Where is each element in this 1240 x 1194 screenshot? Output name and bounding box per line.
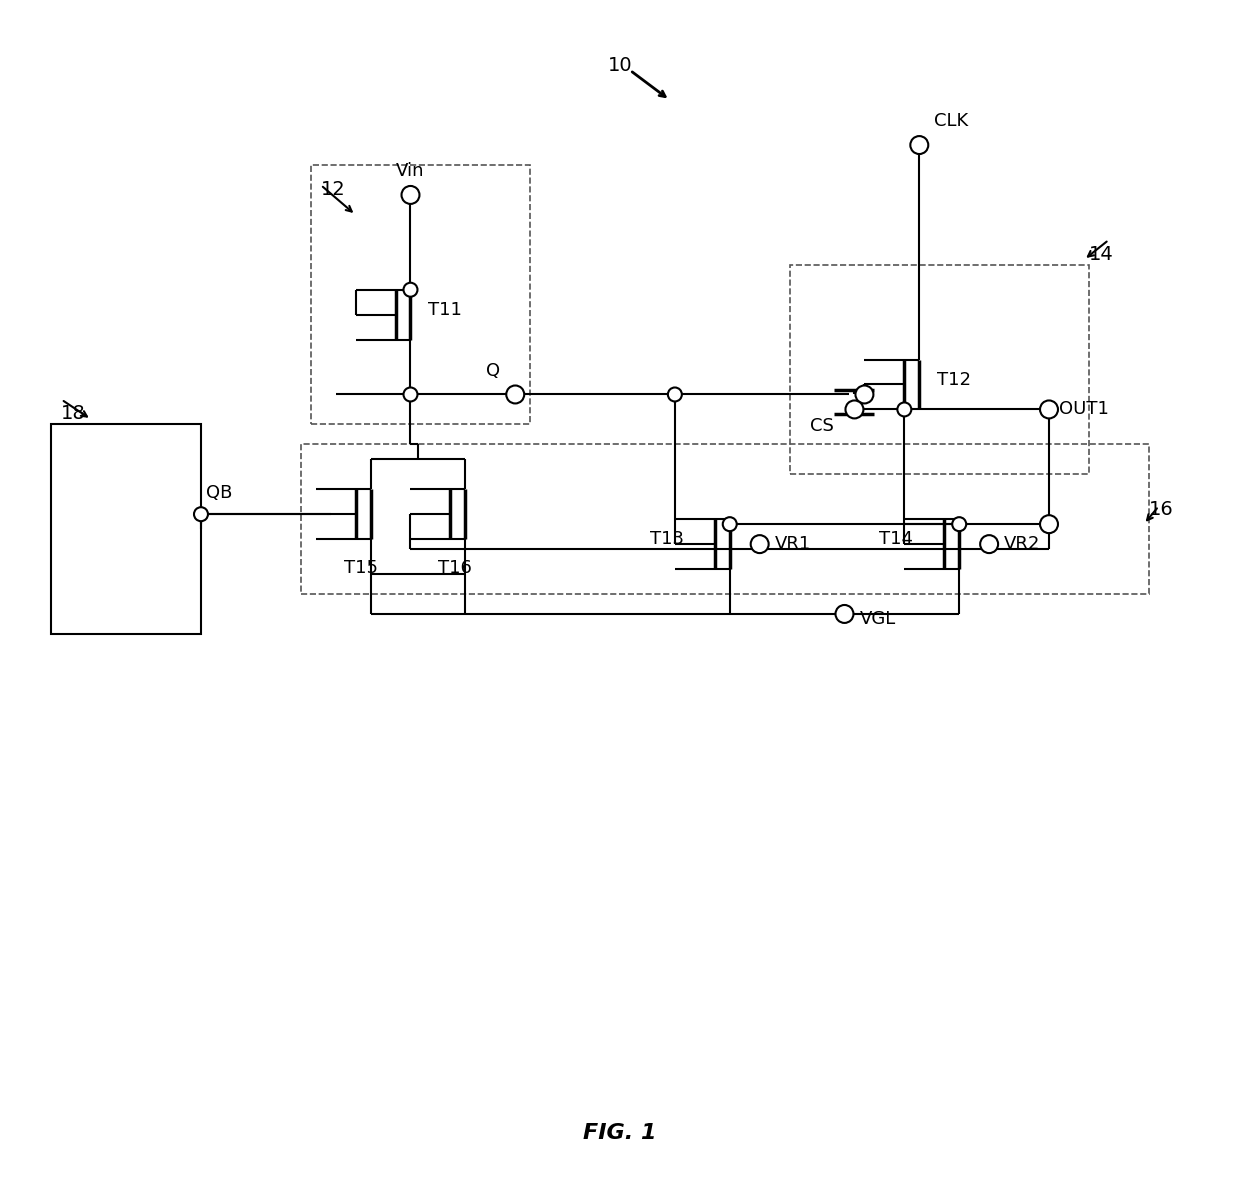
Circle shape (980, 535, 998, 553)
Circle shape (668, 388, 682, 401)
Circle shape (750, 535, 769, 553)
Circle shape (403, 283, 418, 296)
Circle shape (193, 507, 208, 521)
Circle shape (402, 186, 419, 204)
Circle shape (910, 136, 929, 154)
Text: 10: 10 (608, 56, 632, 75)
Text: VGL: VGL (859, 610, 895, 628)
Text: VR1: VR1 (775, 535, 811, 553)
Text: OUT1: OUT1 (1059, 400, 1109, 418)
Text: VR2: VR2 (1004, 535, 1040, 553)
Circle shape (1040, 515, 1058, 534)
Text: FIG. 1: FIG. 1 (583, 1122, 657, 1143)
Text: T16: T16 (439, 559, 472, 577)
Circle shape (403, 388, 418, 401)
Circle shape (952, 517, 966, 531)
Text: T14: T14 (879, 530, 914, 548)
Text: 16: 16 (1148, 500, 1173, 518)
Text: 18: 18 (61, 405, 86, 424)
Circle shape (898, 402, 911, 417)
Text: T15: T15 (343, 559, 378, 577)
Circle shape (723, 517, 737, 531)
Circle shape (506, 386, 525, 404)
Text: T13: T13 (650, 530, 684, 548)
Circle shape (846, 400, 863, 418)
Text: 14: 14 (1089, 245, 1114, 264)
Text: QB: QB (206, 485, 232, 503)
Text: Q: Q (486, 362, 500, 380)
Text: T11: T11 (429, 301, 463, 319)
Circle shape (1040, 400, 1058, 418)
Circle shape (856, 386, 873, 404)
Text: 12: 12 (321, 180, 346, 199)
Text: CS: CS (810, 417, 833, 435)
Text: CLK: CLK (934, 112, 968, 130)
Circle shape (836, 605, 853, 623)
Text: Vin: Vin (397, 162, 425, 180)
Text: T12: T12 (937, 370, 971, 388)
